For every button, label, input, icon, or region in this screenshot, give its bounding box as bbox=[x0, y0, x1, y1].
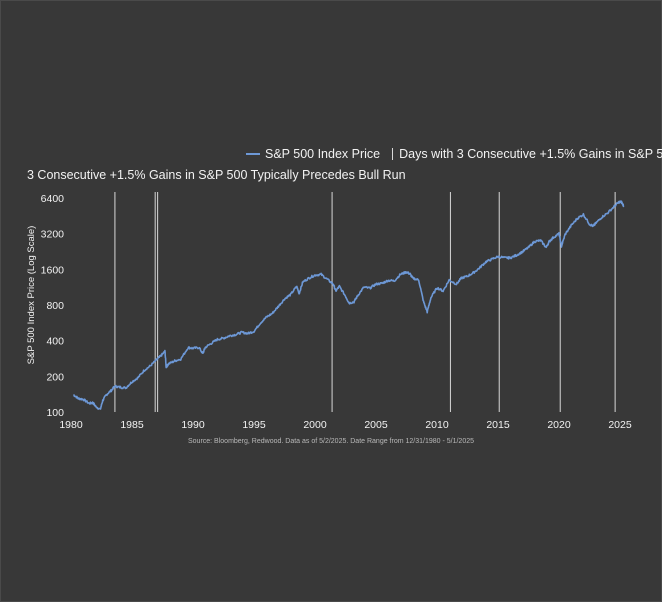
y-tick-label: 3200 bbox=[41, 229, 65, 241]
x-tick-label: 2005 bbox=[364, 419, 388, 431]
x-tick-label: 1980 bbox=[59, 419, 83, 431]
x-tick-label: 1995 bbox=[242, 419, 266, 431]
x-tick-label: 2010 bbox=[425, 419, 449, 431]
x-tick-label: 2025 bbox=[608, 419, 632, 431]
legend-series-label: S&P 500 Index Price bbox=[265, 147, 381, 161]
x-tick-label: 2015 bbox=[486, 419, 510, 431]
source-note: Source: Bloomberg, Redwood. Data as of 5… bbox=[187, 438, 474, 445]
y-tick-label: 800 bbox=[46, 300, 64, 312]
legend-marker-label: Days with 3 Consecutive +1.5% Gains in S… bbox=[399, 147, 662, 161]
y-tick-label: 400 bbox=[46, 336, 64, 348]
y-axis-label: S&P 500 Index Price (Log Scale) bbox=[26, 226, 37, 365]
x-tick-label: 2020 bbox=[547, 419, 571, 431]
x-tick-label: 1990 bbox=[181, 419, 205, 431]
y-tick-label: 200 bbox=[46, 371, 64, 383]
chart-title: 3 Consecutive +1.5% Gains in S&P 500 Typ… bbox=[27, 168, 406, 182]
x-tick-label: 2000 bbox=[303, 419, 327, 431]
legend-marker-swatch bbox=[392, 148, 394, 160]
y-tick-label: 6400 bbox=[41, 193, 65, 205]
legend-line-swatch bbox=[246, 153, 260, 155]
x-tick-label: 1985 bbox=[120, 419, 144, 431]
chart-legend: S&P 500 Index Price Days with 3 Consecut… bbox=[246, 147, 662, 161]
y-tick-label: 100 bbox=[46, 407, 64, 419]
sp500-price-line bbox=[73, 200, 625, 410]
y-tick-label: 1600 bbox=[41, 264, 65, 276]
